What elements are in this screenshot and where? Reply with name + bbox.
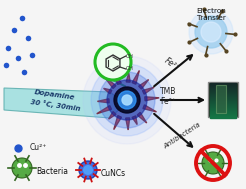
Circle shape bbox=[122, 95, 132, 105]
Bar bbox=[210, 88, 236, 89]
Bar bbox=[210, 104, 236, 105]
Polygon shape bbox=[108, 112, 116, 119]
Circle shape bbox=[91, 64, 163, 136]
Bar bbox=[210, 106, 236, 107]
Polygon shape bbox=[142, 87, 154, 94]
Text: OH: OH bbox=[126, 53, 134, 59]
Bar bbox=[210, 84, 236, 85]
Polygon shape bbox=[114, 116, 122, 130]
Polygon shape bbox=[97, 99, 109, 103]
Bar bbox=[210, 91, 236, 92]
Bar bbox=[210, 107, 236, 108]
Bar bbox=[210, 111, 236, 112]
Bar bbox=[210, 95, 236, 96]
Polygon shape bbox=[104, 76, 116, 88]
Bar bbox=[210, 99, 236, 100]
Polygon shape bbox=[126, 73, 130, 82]
Bar bbox=[210, 98, 236, 99]
Circle shape bbox=[79, 161, 97, 179]
Polygon shape bbox=[114, 72, 121, 84]
Bar bbox=[210, 116, 236, 117]
Bar bbox=[210, 114, 236, 115]
Bar bbox=[210, 105, 236, 106]
Bar bbox=[210, 90, 236, 91]
Circle shape bbox=[201, 22, 221, 42]
Text: TMB: TMB bbox=[160, 87, 176, 95]
Circle shape bbox=[95, 44, 131, 80]
Text: Fe³⁺: Fe³⁺ bbox=[160, 97, 176, 105]
Bar bbox=[210, 86, 236, 87]
Bar bbox=[210, 101, 236, 102]
Bar bbox=[210, 102, 236, 103]
Circle shape bbox=[202, 152, 224, 174]
Circle shape bbox=[107, 80, 147, 120]
Bar bbox=[216, 85, 226, 113]
Bar bbox=[210, 87, 236, 88]
Bar bbox=[210, 110, 236, 111]
Polygon shape bbox=[126, 118, 130, 130]
Bar bbox=[210, 115, 236, 116]
Polygon shape bbox=[97, 106, 111, 114]
Polygon shape bbox=[104, 88, 112, 94]
FancyBboxPatch shape bbox=[208, 82, 238, 117]
Bar bbox=[210, 97, 236, 98]
Bar bbox=[210, 117, 236, 118]
Bar bbox=[210, 92, 236, 93]
Text: Fe²⁺: Fe²⁺ bbox=[163, 56, 182, 72]
Circle shape bbox=[120, 93, 134, 107]
Bar bbox=[210, 113, 236, 114]
Bar bbox=[210, 94, 236, 95]
Text: Antibacteria: Antibacteria bbox=[163, 122, 202, 150]
Text: Electron
Transfer: Electron Transfer bbox=[196, 8, 226, 21]
Bar bbox=[210, 85, 236, 86]
Polygon shape bbox=[145, 97, 159, 101]
Bar bbox=[210, 93, 236, 94]
Bar bbox=[210, 100, 236, 101]
Circle shape bbox=[12, 158, 32, 178]
Bar bbox=[210, 108, 236, 109]
Polygon shape bbox=[137, 112, 147, 123]
Text: OH: OH bbox=[126, 67, 134, 71]
Circle shape bbox=[99, 72, 155, 128]
Circle shape bbox=[189, 10, 233, 54]
Text: CuNCs: CuNCs bbox=[101, 169, 126, 177]
Polygon shape bbox=[4, 88, 125, 118]
Polygon shape bbox=[132, 70, 139, 84]
Circle shape bbox=[114, 87, 140, 113]
Circle shape bbox=[83, 56, 171, 144]
Polygon shape bbox=[139, 80, 149, 89]
Polygon shape bbox=[132, 116, 137, 125]
Bar bbox=[210, 112, 236, 113]
Text: 30 °C, 30min: 30 °C, 30min bbox=[30, 98, 80, 112]
Bar bbox=[210, 89, 236, 90]
Polygon shape bbox=[143, 105, 156, 112]
Text: Cu²⁺: Cu²⁺ bbox=[30, 143, 47, 153]
Bar bbox=[210, 109, 236, 110]
Text: Dopamine: Dopamine bbox=[34, 89, 76, 101]
Circle shape bbox=[118, 91, 136, 109]
Text: Bacteria: Bacteria bbox=[36, 167, 68, 176]
Bar bbox=[210, 96, 236, 97]
Bar bbox=[210, 103, 236, 104]
Circle shape bbox=[83, 165, 93, 175]
Circle shape bbox=[195, 16, 227, 48]
Bar bbox=[210, 83, 236, 84]
